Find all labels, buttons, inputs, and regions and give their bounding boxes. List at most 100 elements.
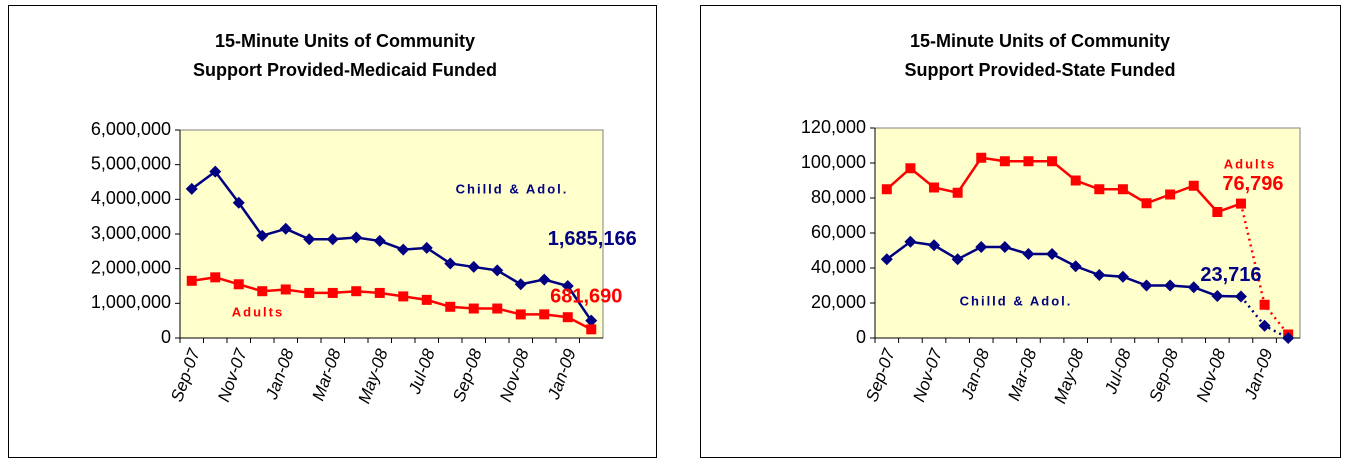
data-point (186, 275, 197, 286)
data-point (515, 309, 526, 320)
y-tick-label: 100,000 (801, 152, 866, 172)
y-tick-label: 60,000 (811, 222, 866, 242)
chart-title: 15-Minute Units of Community (215, 31, 475, 51)
chart-title: Support Provided-State Funded (904, 60, 1175, 80)
data-point (928, 239, 941, 252)
plot-area (179, 129, 604, 339)
data-point (233, 279, 244, 290)
data-point (539, 309, 550, 320)
data-label: 23,716 (1200, 264, 1261, 286)
data-point (1259, 299, 1270, 310)
data-point (327, 287, 338, 298)
y-tick-label: 20,000 (811, 292, 866, 312)
data-point (1235, 198, 1246, 209)
data-point (279, 222, 292, 235)
chart-title: 15-Minute Units of Community (910, 31, 1170, 51)
data-point (420, 241, 433, 254)
y-tick-label: 0 (856, 327, 866, 347)
data-point (1116, 270, 1129, 283)
data-point (514, 278, 527, 291)
data-label: 681,690 (550, 286, 622, 308)
data-point (374, 287, 385, 298)
data-label: 1,685,166 (548, 228, 637, 250)
series-line (886, 240, 1241, 298)
data-point (256, 229, 269, 242)
data-point (1022, 248, 1035, 260)
data-point (421, 294, 432, 305)
y-tick-label: 5,000,000 (91, 153, 171, 173)
data-point (491, 264, 504, 277)
data-point (999, 156, 1010, 167)
data-point (209, 165, 222, 178)
data-point (1023, 156, 1034, 167)
data-point (929, 182, 940, 193)
data-point (326, 233, 339, 246)
data-point (1165, 189, 1176, 200)
series-label: Chilld & Adol. (456, 181, 569, 196)
y-tick-label: 0 (161, 327, 171, 347)
data-point (538, 273, 551, 286)
series-line (885, 156, 1242, 214)
y-tick-label: 6,000,000 (91, 119, 171, 139)
data-point (1070, 175, 1081, 186)
data-point (1164, 279, 1177, 292)
y-tick-label: 3,000,000 (91, 223, 171, 243)
data-point (397, 243, 410, 256)
data-point (351, 286, 362, 297)
data-label: 76,796 (1222, 173, 1283, 195)
y-tick-label: 80,000 (811, 187, 866, 207)
data-point (492, 303, 503, 314)
series-label: Chilld & Adol. (960, 293, 1073, 308)
data-point (881, 184, 892, 195)
data-point (1141, 198, 1152, 209)
data-point (561, 280, 574, 292)
data-point (904, 235, 917, 248)
y-tick-label: 40,000 (811, 257, 866, 277)
data-point (303, 233, 316, 246)
data-point (585, 314, 598, 327)
data-point (562, 312, 573, 323)
data-point (1211, 290, 1224, 302)
data-point (1094, 184, 1105, 195)
data-point (586, 324, 597, 335)
data-point (880, 253, 893, 266)
y-tick-label: 2,000,000 (91, 257, 171, 277)
y-tick-label: 1,000,000 (91, 292, 171, 312)
data-point (280, 284, 291, 295)
data-point (257, 286, 268, 297)
data-point (1069, 260, 1082, 273)
data-point (1093, 269, 1106, 281)
data-point (1187, 281, 1200, 294)
data-point (975, 241, 988, 253)
data-point (373, 234, 386, 247)
data-point (951, 253, 964, 266)
data-point (210, 272, 221, 283)
chart-title: Support Provided-Medicaid Funded (193, 60, 497, 80)
data-point (232, 196, 245, 209)
data-point (304, 287, 315, 298)
data-point (976, 152, 987, 163)
data-point (998, 241, 1011, 253)
data-point (444, 257, 457, 270)
y-tick-label: 120,000 (801, 117, 866, 137)
data-point (905, 163, 916, 174)
series-label: Adults (1224, 156, 1276, 171)
data-point (1282, 332, 1295, 344)
data-point (1258, 319, 1271, 332)
series-label: Adults (232, 304, 284, 319)
data-point (1140, 279, 1153, 292)
data-point (445, 301, 456, 312)
data-point (1234, 290, 1247, 303)
data-point (1046, 248, 1059, 260)
data-point (467, 260, 480, 273)
data-point (185, 182, 198, 195)
data-point (350, 231, 363, 244)
data-point (1212, 207, 1223, 217)
data-point (398, 291, 409, 302)
data-point (1188, 180, 1199, 191)
data-point (952, 187, 963, 198)
data-point (1117, 184, 1128, 195)
data-point (1047, 156, 1058, 167)
y-tick-label: 4,000,000 (91, 188, 171, 208)
